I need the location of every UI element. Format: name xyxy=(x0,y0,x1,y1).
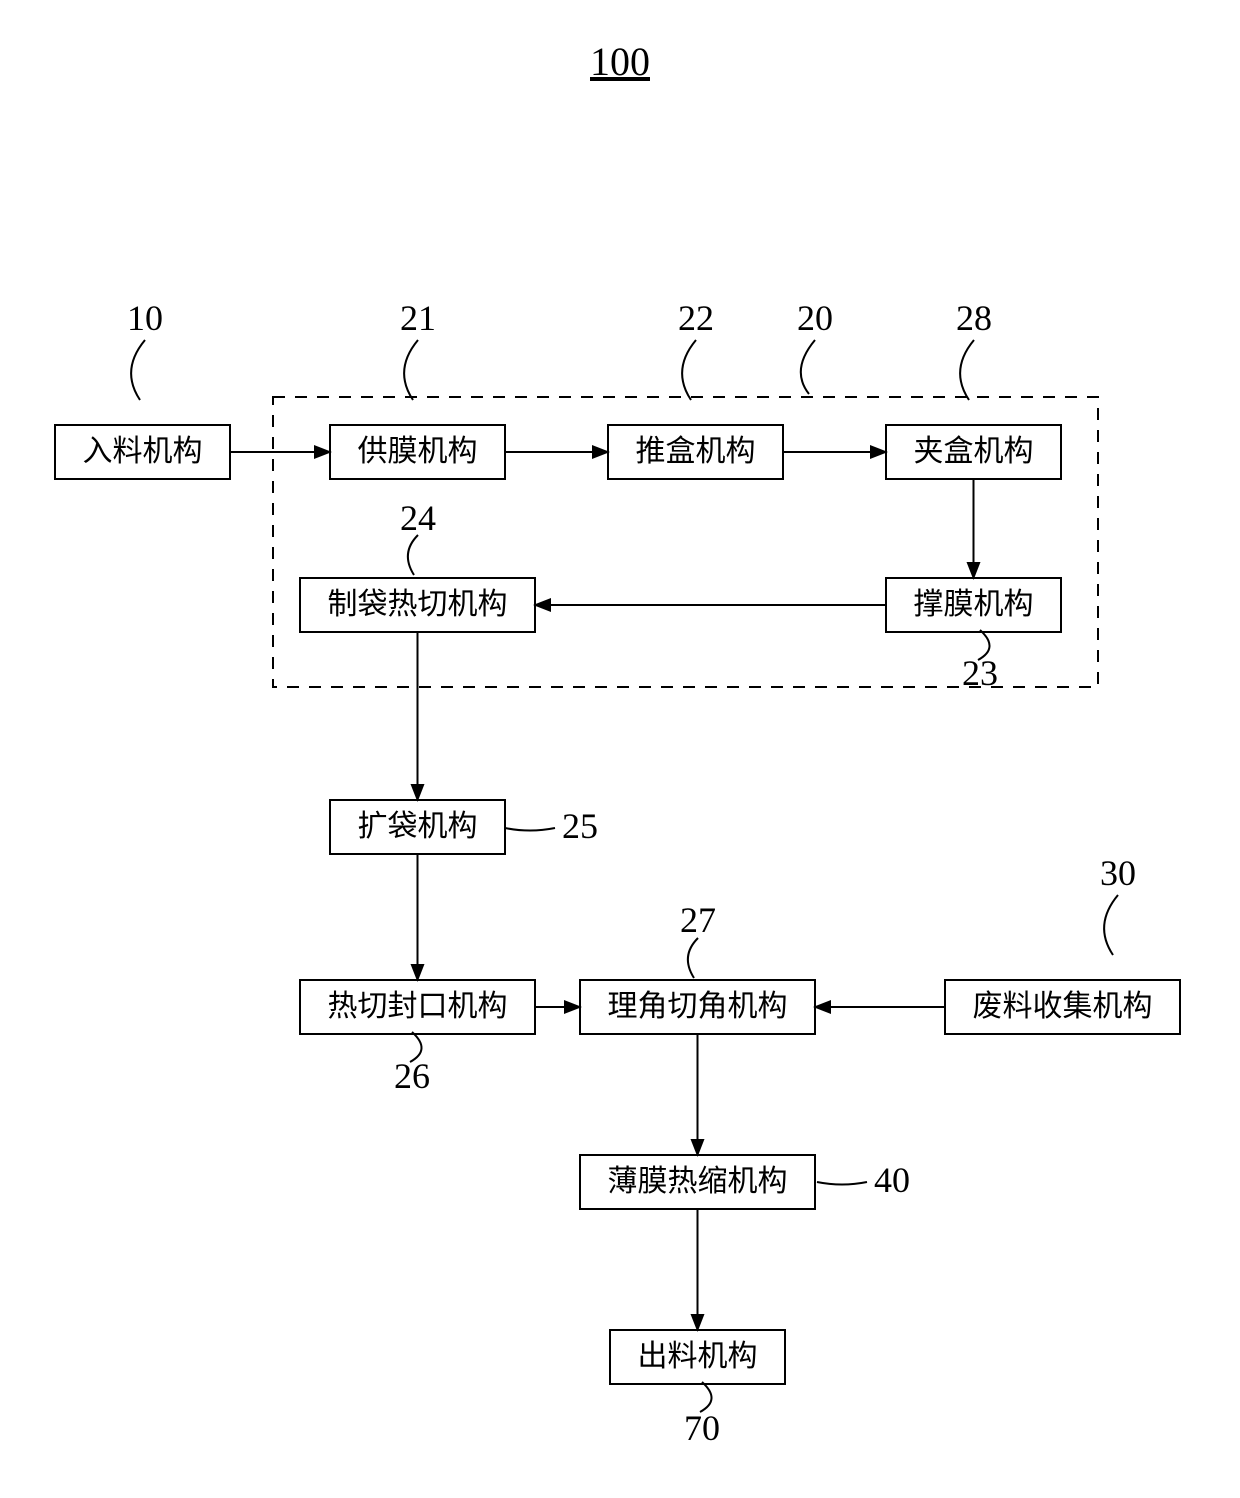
refnum-27: 27 xyxy=(680,900,716,940)
node-22: 推盒机构 xyxy=(608,425,783,479)
node-label-23: 撑膜机构 xyxy=(914,588,1034,621)
node-label-30: 废料收集机构 xyxy=(973,990,1153,1023)
refnum-20: 20 xyxy=(797,298,833,338)
node-label-24: 制袋热切机构 xyxy=(328,588,508,621)
leader-40 xyxy=(817,1182,867,1185)
node-28: 夹盒机构 xyxy=(886,425,1061,479)
node-label-40: 薄膜热缩机构 xyxy=(608,1165,788,1198)
node-10: 入料机构 xyxy=(55,425,230,479)
node-30: 废料收集机构 xyxy=(945,980,1180,1034)
leader-27 xyxy=(688,938,698,978)
refnum-10: 10 xyxy=(127,298,163,338)
leader-28 xyxy=(960,340,974,400)
leader-10 xyxy=(131,340,145,400)
refnum-24: 24 xyxy=(400,498,436,538)
node-label-26: 热切封口机构 xyxy=(328,990,508,1023)
node-70: 出料机构 xyxy=(610,1330,785,1384)
refnum-25: 25 xyxy=(562,806,598,846)
node-27: 理角切角机构 xyxy=(580,980,815,1034)
node-label-21: 供膜机构 xyxy=(358,435,478,468)
refnum-26: 26 xyxy=(394,1056,430,1096)
refnum-28: 28 xyxy=(956,298,992,338)
node-26: 热切封口机构 xyxy=(300,980,535,1034)
leader-22 xyxy=(682,340,696,400)
diagram-title: 100 xyxy=(590,39,650,84)
leader-25 xyxy=(505,828,555,831)
node-label-22: 推盒机构 xyxy=(636,435,756,468)
leader-20 xyxy=(801,340,815,394)
node-label-70: 出料机构 xyxy=(638,1340,758,1373)
node-24: 制袋热切机构 xyxy=(300,578,535,632)
refnum-40: 40 xyxy=(874,1160,910,1200)
node-40: 薄膜热缩机构 xyxy=(580,1155,815,1209)
node-label-28: 夹盒机构 xyxy=(914,435,1034,468)
node-23: 撑膜机构 xyxy=(886,578,1061,632)
refnum-21: 21 xyxy=(400,298,436,338)
leader-30 xyxy=(1104,895,1118,955)
flowchart-diagram: 100 入料机构 供膜机构 推盒机构 夹盒机构撑膜机构 制袋热切机构扩袋机构热切封口机构 理… xyxy=(0,0,1240,1498)
node-label-10: 入料机构 xyxy=(83,435,203,468)
refnum-30: 30 xyxy=(1100,853,1136,893)
node-label-25: 扩袋机构 xyxy=(358,810,478,843)
refnum-22: 22 xyxy=(678,298,714,338)
leader-24 xyxy=(408,535,418,575)
refnum-70: 70 xyxy=(684,1408,720,1448)
node-label-27: 理角切角机构 xyxy=(608,990,788,1023)
node-25: 扩袋机构 xyxy=(330,800,505,854)
refnum-23: 23 xyxy=(962,653,998,693)
node-21: 供膜机构 xyxy=(330,425,505,479)
leader-21 xyxy=(404,340,418,400)
